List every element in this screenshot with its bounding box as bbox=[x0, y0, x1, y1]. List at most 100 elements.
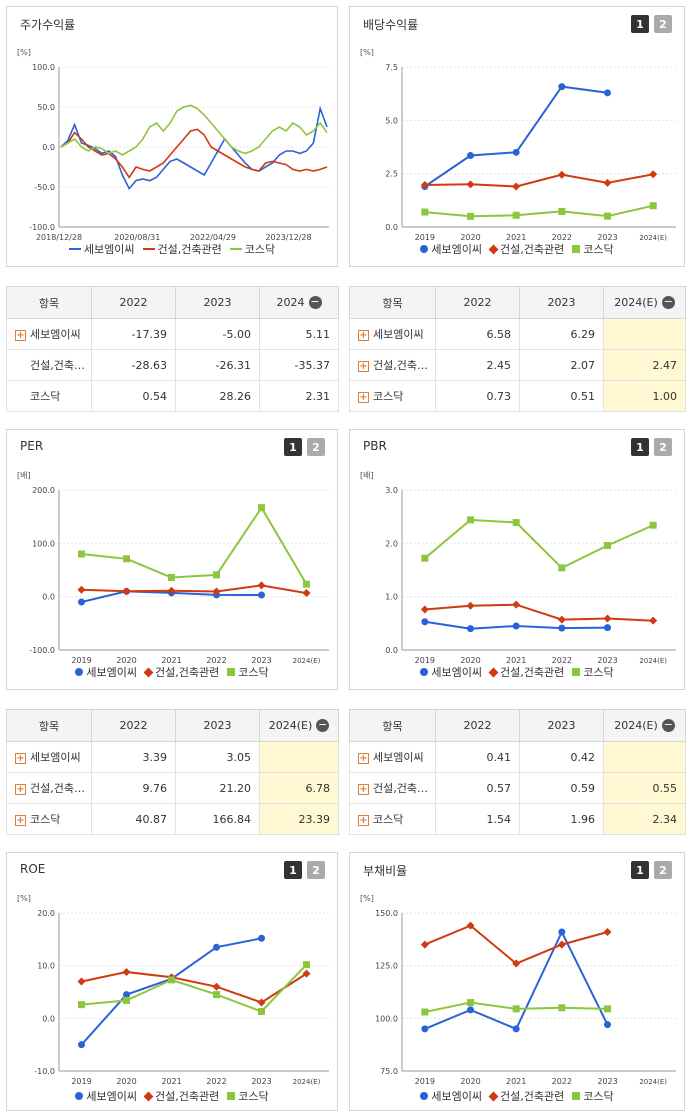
data-point bbox=[302, 969, 311, 978]
legend-marker bbox=[572, 245, 581, 253]
panel-roe: ROE 1 2 [%] 20.0 10.0 0.0 -10.0 2019 2020 2021 2… bbox=[6, 852, 338, 1111]
expand-icon[interactable]: + bbox=[358, 783, 369, 795]
x-tick-label: 2021 bbox=[161, 656, 181, 665]
table-row: + 코스닥 1.54 1.96 2.34 bbox=[349, 803, 686, 835]
expand-icon[interactable]: + bbox=[15, 329, 26, 341]
tab-2[interactable]: 2 bbox=[654, 438, 672, 456]
data-point bbox=[123, 555, 130, 563]
table-header-label: 항목 bbox=[6, 709, 92, 742]
row-name: 세보엠이씨 bbox=[373, 751, 424, 764]
table-row: + 세보엠이씨 0.41 0.42 bbox=[349, 741, 686, 773]
expand-icon[interactable]: + bbox=[358, 360, 369, 372]
y-tick-label: 2.5 bbox=[385, 170, 398, 179]
x-tick-label: 2020 bbox=[116, 1077, 136, 1086]
table-cell bbox=[603, 741, 686, 773]
x-tick-label: 2023/12/28 bbox=[265, 233, 311, 242]
data-point bbox=[77, 977, 86, 986]
x-tick-label: 2024(E) bbox=[293, 1078, 321, 1086]
x-tick-label: 2022 bbox=[206, 656, 226, 665]
legend-item[interactable]: 코스닥 bbox=[227, 1088, 269, 1104]
expand-icon[interactable]: + bbox=[358, 814, 369, 826]
expand-icon[interactable]: + bbox=[358, 752, 369, 764]
table-cell: 0.57 bbox=[435, 772, 520, 804]
row-name: 코스닥 bbox=[373, 390, 404, 403]
legend-item[interactable]: 세보엠이씨 bbox=[420, 241, 482, 257]
table-cell: 2.34 bbox=[603, 803, 686, 835]
expand-icon[interactable]: + bbox=[15, 752, 26, 764]
legend-item[interactable]: 코스닥 bbox=[229, 241, 276, 257]
legend-item[interactable]: 건설,건축관련 bbox=[488, 241, 564, 257]
table-cell bbox=[603, 318, 686, 350]
expand-icon[interactable]: + bbox=[358, 391, 369, 403]
collapse-icon[interactable]: − bbox=[661, 718, 675, 733]
data-point bbox=[558, 1004, 566, 1012]
table-header-label: 항목 bbox=[349, 709, 436, 742]
legend-item[interactable]: 코스닥 bbox=[572, 664, 614, 680]
table-row: 코스닥 0.54 28.26 2.31 bbox=[6, 380, 339, 412]
legend-item[interactable]: 건설,건축관련 bbox=[142, 241, 222, 257]
legend-item[interactable]: 세보엠이씨 bbox=[75, 1088, 137, 1104]
tab-2[interactable]: 2 bbox=[307, 861, 325, 879]
series-line bbox=[424, 518, 654, 570]
expand-icon[interactable]: + bbox=[15, 814, 26, 826]
table-cell: 2.07 bbox=[519, 349, 604, 381]
legend-item[interactable]: 코스닥 bbox=[227, 664, 269, 680]
data-point bbox=[420, 180, 429, 189]
table-cell: 23.39 bbox=[259, 803, 339, 835]
expand-icon[interactable]: + bbox=[15, 783, 26, 795]
legend-label: 코스닥 bbox=[583, 666, 614, 679]
x-tick-label: 2019 bbox=[415, 233, 435, 242]
data-point bbox=[303, 580, 310, 588]
legend-label: 코스닥 bbox=[244, 243, 276, 256]
legend-item[interactable]: 건설,건축관련 bbox=[488, 1088, 564, 1104]
data-point bbox=[604, 1005, 611, 1013]
data-point bbox=[649, 616, 658, 625]
tab-1[interactable]: 1 bbox=[631, 861, 649, 879]
table-cell: 28.26 bbox=[175, 380, 260, 412]
expand-icon[interactable]: + bbox=[358, 329, 369, 341]
tab-1[interactable]: 1 bbox=[631, 15, 649, 33]
y-tick-label: 0.0 bbox=[42, 593, 55, 602]
panel-pbr: PBR 1 2 [배] 3.0 2.0 1.0 0.0 2019 2020 2021 2022 2… bbox=[349, 429, 685, 690]
collapse-icon[interactable]: − bbox=[661, 295, 675, 310]
legend-item[interactable]: 코스닥 bbox=[572, 1088, 614, 1104]
legend-item[interactable]: 건설,건축관련 bbox=[488, 664, 564, 680]
legend-item[interactable]: 세보엠이씨 bbox=[75, 664, 137, 680]
tab-1[interactable]: 1 bbox=[284, 861, 302, 879]
y-tick-label: 7.5 bbox=[385, 63, 398, 72]
data-point bbox=[258, 1007, 265, 1015]
chart-tabs: 1 2 bbox=[284, 861, 325, 879]
collapse-icon[interactable]: − bbox=[308, 295, 322, 310]
series-line bbox=[424, 173, 654, 188]
legend-item[interactable]: 코스닥 bbox=[572, 241, 614, 257]
panel-dividend: 배당수익률 1 2 [%] 7.5 5.0 2.5 0.0 2019 2020 2021 202… bbox=[349, 6, 685, 267]
data-point bbox=[512, 622, 520, 630]
tab-2[interactable]: 2 bbox=[654, 861, 672, 879]
legend-label: 코스닥 bbox=[238, 1090, 269, 1103]
legend-item[interactable]: 건설,건축관련 bbox=[143, 664, 219, 680]
legend-item[interactable]: 세보엠이씨 bbox=[68, 241, 135, 257]
legend-item[interactable]: 건설,건축관련 bbox=[143, 1088, 219, 1104]
legend-marker bbox=[488, 244, 499, 254]
tab-1[interactable]: 1 bbox=[284, 438, 302, 456]
x-tick-label: 2021 bbox=[506, 656, 526, 665]
legend-item[interactable]: 세보엠이씨 bbox=[420, 1088, 482, 1104]
data-point bbox=[78, 550, 85, 558]
chart-tabs: 1 2 bbox=[631, 861, 672, 879]
legend-label: 세보엠이씨 bbox=[83, 243, 135, 256]
data-point bbox=[420, 605, 429, 614]
collapse-icon[interactable]: − bbox=[316, 718, 330, 733]
series-line bbox=[424, 603, 654, 622]
tab-2[interactable]: 2 bbox=[307, 438, 325, 456]
x-tick-label: 2020/08/31 bbox=[114, 233, 160, 242]
data-point bbox=[213, 991, 220, 999]
y-tick-label: 1.0 bbox=[385, 593, 398, 602]
data-point bbox=[557, 615, 566, 624]
legend-item[interactable]: 세보엠이씨 bbox=[420, 664, 482, 680]
data-point bbox=[512, 519, 520, 527]
tab-1[interactable]: 1 bbox=[631, 438, 649, 456]
legend-label: 코스닥 bbox=[238, 666, 269, 679]
data-point bbox=[649, 170, 658, 179]
legend-label: 세보엠이씨 bbox=[431, 243, 482, 256]
tab-2[interactable]: 2 bbox=[654, 15, 672, 33]
